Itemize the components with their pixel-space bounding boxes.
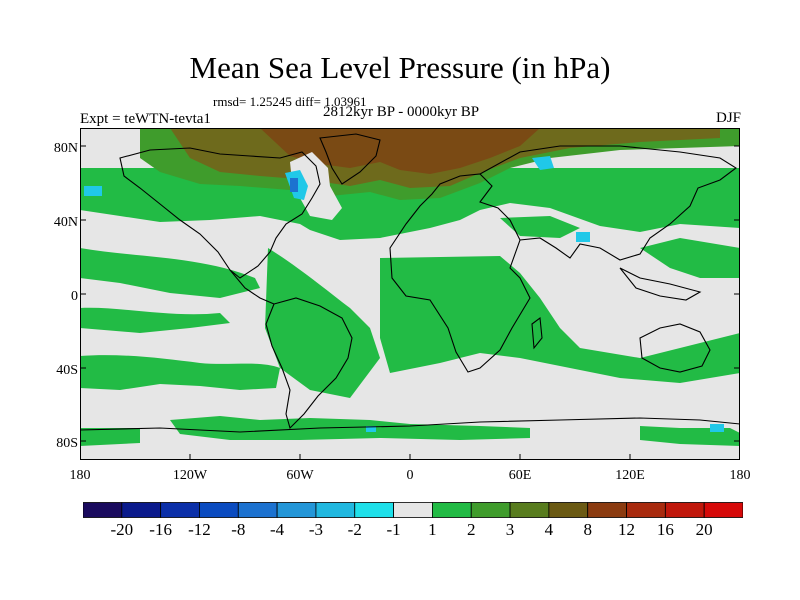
coastlines [80, 133, 740, 433]
colorbar-tick-label: -12 [188, 520, 211, 539]
lon-label-120e: 120E [615, 468, 645, 483]
stats-label: rmsd= 1.25245 diff= 1.03961 [213, 94, 367, 109]
colorbar-tick-label: 20 [695, 520, 713, 539]
colorbar-swatch [470, 502, 511, 518]
colorbar-tick-label: -16 [149, 520, 172, 539]
colorbar-tick-label: -4 [270, 520, 285, 539]
madagascar-coast [531, 316, 543, 350]
southeast-asia-coast [619, 267, 702, 301]
colorbar-swatch [199, 502, 239, 518]
colorbar-swatch [354, 502, 394, 518]
axis-ticks [80, 145, 740, 460]
greenland-coast [319, 133, 381, 185]
colorbar-tick-label: 1 [428, 520, 437, 539]
colorbar-swatch [160, 502, 200, 518]
colorbar-tick-label: 16 [656, 520, 674, 539]
central-america-coast [229, 269, 275, 305]
colorbar-swatch [664, 502, 705, 518]
asia-coast [479, 145, 737, 261]
europe-africa-coast [389, 173, 531, 373]
lon-label-60w: 60W [286, 468, 314, 483]
colorbar-swatch [626, 502, 666, 518]
lat-label-80s: 80S [56, 436, 78, 451]
season-label: DJF [715, 110, 741, 126]
colorbar-swatch [432, 502, 472, 518]
period-label: 2812kyr BP - 0000kyr BP [323, 104, 480, 120]
lon-label-60e: 60E [508, 468, 532, 483]
lon-label-0: 0 [406, 468, 414, 483]
colorbar-tick-label: 2 [466, 520, 476, 539]
lat-label-40s: 40S [56, 363, 78, 378]
colorbar-swatch [393, 502, 433, 518]
lat-label-0: 0 [71, 289, 78, 304]
colorbar-tick-label: 4 [544, 520, 554, 539]
colorbar-tick-label: -2 [347, 520, 362, 539]
colorbar-swatch [83, 502, 123, 518]
colorbar-tick-label: 12 [618, 520, 636, 539]
lon-label-180e: 180 [729, 468, 751, 483]
experiment-label: Expt = teWTN-tevta1 [80, 111, 211, 127]
colorbar-tick-label: 3 [505, 520, 515, 539]
colorbar-swatch [548, 502, 589, 518]
pressure-anomaly-map [80, 128, 740, 460]
australia-coast [639, 323, 711, 373]
anomaly-strong-negative-regions [290, 178, 298, 192]
south-america-coast [265, 297, 353, 430]
lon-label-120w: 120W [172, 468, 208, 483]
colorbar-swatch [276, 502, 317, 518]
plot-title: Mean Sea Level Pressure (in hPa) [189, 50, 611, 85]
colorbar [83, 502, 743, 518]
colorbar-swatch [121, 502, 162, 518]
north-atlantic-neutral-region [290, 152, 342, 220]
colorbar-tick-label: -8 [231, 520, 246, 539]
colorbar-swatch [587, 502, 627, 518]
colorbar-tick-label: -1 [386, 520, 401, 539]
colorbar-tick-label: -20 [110, 520, 134, 539]
colorbar-swatch [237, 502, 278, 518]
north-america-coast [119, 147, 321, 279]
lon-label-180w: 180 [69, 468, 91, 483]
lat-label-80n: 80N [53, 141, 78, 156]
colorbar-swatch [315, 502, 356, 518]
colorbar-tick-label: -3 [308, 520, 324, 539]
colorbar-swatch [703, 502, 743, 518]
colorbar-swatch [509, 502, 550, 518]
antarctica-coast [80, 417, 740, 433]
lat-label-40n: 40N [53, 215, 78, 230]
colorbar-tick-label: 8 [583, 520, 592, 539]
